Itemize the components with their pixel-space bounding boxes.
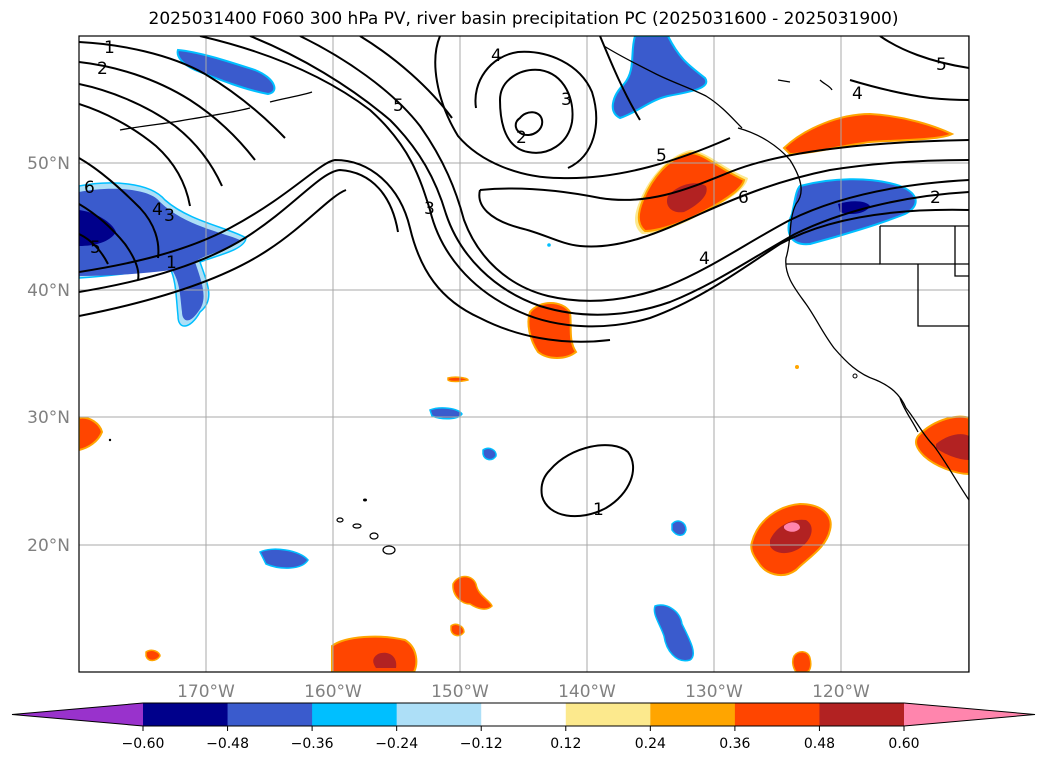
longitude-labels: 170°W 160°W 150°W 140°W 130°W 120°W: [177, 682, 870, 702]
precip-negative-region: [671, 520, 687, 536]
precip-negative-region: [429, 407, 463, 420]
contour-label: 1: [104, 38, 115, 58]
colorbar-tick-label: 0.60: [888, 736, 919, 752]
colorbar-swatch: [650, 703, 736, 726]
colorbar-swatch: [481, 703, 567, 726]
contour-label: 3: [424, 199, 435, 219]
contour-label: 6: [84, 178, 95, 198]
precip-positive-region: [450, 623, 465, 637]
precip-negative-extreme: [838, 201, 870, 214]
colorbar-extend-high: [904, 703, 1035, 726]
contour-label: 1: [593, 500, 604, 520]
precip-positive-extreme: [784, 522, 800, 532]
colorbar-tick-label: −0.48: [206, 736, 249, 752]
lon-label: 120°W: [812, 682, 870, 702]
contour-label: 5: [656, 146, 667, 166]
precip-positive-region: [791, 651, 812, 672]
colorbar-tick-label: −0.24: [375, 736, 418, 752]
colorbar-tick-label: 0.48: [804, 736, 835, 752]
colorbar-swatch: [734, 703, 820, 726]
colorbar-swatch: [143, 703, 229, 726]
graticule: [79, 36, 969, 672]
precip-negative-region: [653, 604, 694, 662]
colorbar-extend-low: [12, 703, 143, 726]
lat-label: 50°N: [27, 154, 70, 174]
coastlines: [119, 36, 969, 672]
contour-labels: 1 2 4 3 2 5 3 5 6 4 4 5 2 6 5 4 3 1 1: [84, 38, 947, 520]
precip-positive-core: [936, 434, 969, 460]
precip-negative-extreme: [79, 210, 116, 246]
colorbar-swatch: [312, 703, 398, 726]
contour-label: 2: [930, 188, 941, 208]
lon-label: 150°W: [431, 682, 489, 702]
precip-positive-region: [527, 302, 578, 359]
colorbar-swatch: [819, 703, 905, 726]
contour-label: 5: [393, 96, 404, 116]
colorbar-swatch: [227, 703, 313, 726]
contour-label: 4: [852, 84, 863, 104]
lat-label: 40°N: [27, 281, 70, 301]
contour-label: 4: [152, 200, 163, 220]
colorbar-tick-label: −0.60: [122, 736, 165, 752]
precip-positive-core: [373, 652, 397, 668]
contour-label: 5: [936, 55, 947, 75]
contour-label: 3: [561, 90, 572, 110]
lon-label: 160°W: [304, 682, 362, 702]
map-title: 2025031400 F060 300 hPa PV, river basin …: [148, 9, 899, 29]
precip-positive-region: [331, 635, 418, 672]
contour-label: 4: [491, 46, 502, 66]
precip-positive-region: [79, 416, 104, 452]
precip-positive-region: [447, 376, 469, 383]
precip-positive-region: [145, 649, 161, 662]
lat-label: 20°N: [27, 536, 70, 556]
lat-label: 30°N: [27, 408, 70, 428]
contour-label: 2: [97, 59, 108, 79]
colorbar: −0.60 −0.48 −0.36 −0.24 −0.12 0.12 0.24 0.36 0.4…: [11, 702, 1036, 752]
map-frame: [78, 35, 970, 673]
contour-label: 4: [699, 249, 710, 269]
lon-label: 170°W: [177, 682, 235, 702]
precip-negative-region: [482, 447, 497, 461]
colorbar-swatch: [396, 703, 482, 726]
precip-negative-region: [611, 36, 708, 120]
contour-label: 6: [738, 188, 749, 208]
precip-positive-extreme: [666, 183, 707, 213]
islands: [108, 243, 858, 555]
lon-label: 130°W: [685, 682, 743, 702]
pv-contours: [79, 36, 969, 518]
contour-label: 1: [166, 253, 177, 273]
colorbar-tick-label: −0.36: [291, 736, 334, 752]
latitude-labels: 50°N 40°N 30°N 20°N: [27, 154, 70, 556]
contour-label: 5: [90, 238, 101, 258]
precip-negative-region: [258, 548, 309, 569]
colorbar-tick-label: 0.12: [550, 736, 581, 752]
lon-label: 140°W: [558, 682, 616, 702]
colorbar-tick-label: 0.24: [635, 736, 666, 752]
colorbar-swatch: [565, 703, 651, 726]
contour-label: 3: [164, 206, 175, 226]
precip-positive-region: [452, 575, 493, 610]
colorbar-tick-label: −0.12: [460, 736, 503, 752]
colorbar-tick-label: 0.36: [719, 736, 750, 752]
contour-label: 2: [516, 128, 527, 148]
